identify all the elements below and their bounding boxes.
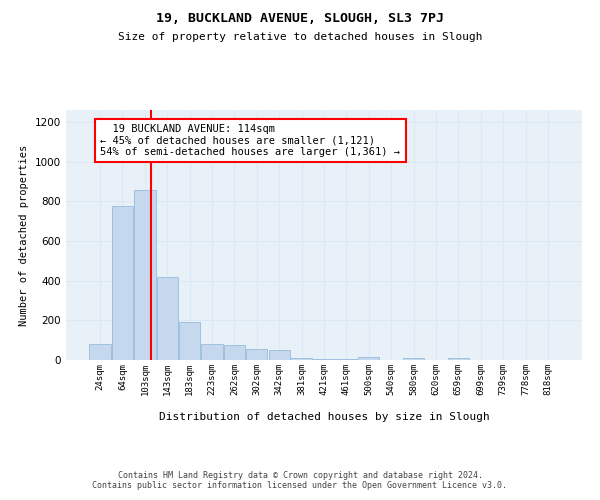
Text: Size of property relative to detached houses in Slough: Size of property relative to detached ho… [118,32,482,42]
Y-axis label: Number of detached properties: Number of detached properties [19,144,29,326]
Bar [202,344,223,360]
Bar [448,358,469,360]
Bar [89,344,111,360]
Bar [112,206,133,360]
Bar [269,350,290,360]
Bar [246,349,268,360]
Text: 19 BUCKLAND AVENUE: 114sqm
← 45% of detached houses are smaller (1,121)
54% of s: 19 BUCKLAND AVENUE: 114sqm ← 45% of deta… [100,124,400,157]
Bar [336,359,357,360]
Bar [157,276,178,360]
Bar [291,358,312,360]
Bar [179,322,200,360]
Bar [358,357,379,360]
Bar [313,359,335,360]
Bar [224,345,245,360]
Text: Contains HM Land Registry data © Crown copyright and database right 2024.
Contai: Contains HM Land Registry data © Crown c… [92,470,508,490]
Text: Distribution of detached houses by size in Slough: Distribution of detached houses by size … [158,412,490,422]
Text: 19, BUCKLAND AVENUE, SLOUGH, SL3 7PJ: 19, BUCKLAND AVENUE, SLOUGH, SL3 7PJ [156,12,444,26]
Bar [403,358,424,360]
Bar [134,190,155,360]
